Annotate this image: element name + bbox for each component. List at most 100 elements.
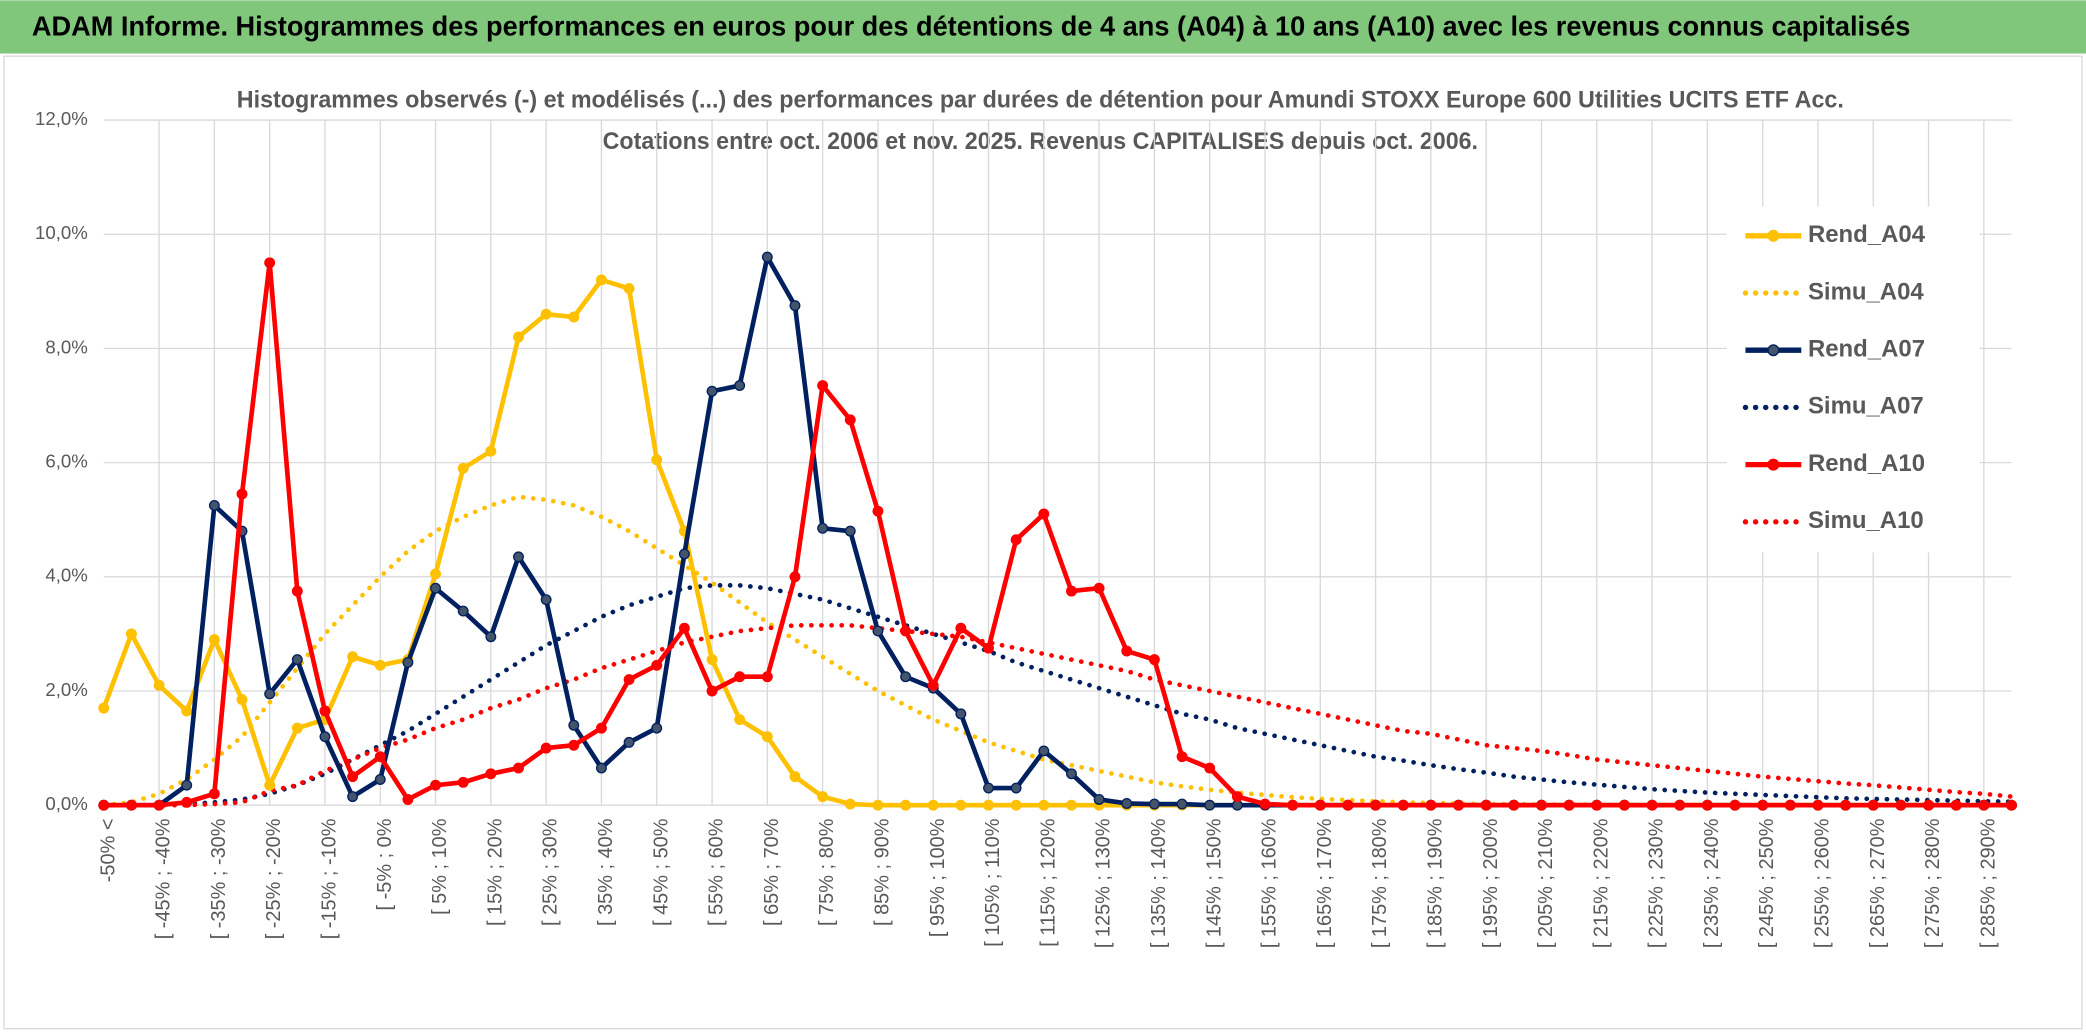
x-tick-label: [ 175% ; 180% [1369,818,1391,948]
header-title: ADAM Informe. Histogrammes des performan… [32,11,1910,42]
x-tick-label: [ -35% ; -30% [208,818,230,939]
data-point [457,605,469,617]
x-tick-label: [ 65% ; 70% [761,818,783,926]
y-tick-label: 4,0% [45,565,87,586]
x-tick-label: [ -25% ; -20% [263,818,285,939]
data-point [430,582,442,594]
data-point [181,705,193,717]
x-tick-label: [ 225% ; 230% [1646,818,1668,948]
series-line [101,583,2014,808]
data-point [1646,799,1658,811]
y-tick-label: 10,0% [35,222,88,243]
data-point [789,571,801,583]
data-point [1729,799,1741,811]
data-point [1536,799,1547,811]
data-point [236,694,248,706]
data-point [595,722,607,734]
y-tick-label: 0,0% [45,793,87,814]
x-tick-label: [ 5% ; 10% [429,818,451,915]
data-point [1176,798,1188,810]
data-point [153,679,165,691]
x-tick-label: [ 125% ; 130% [1093,818,1115,948]
data-point [844,525,856,537]
data-point [402,656,414,668]
y-tick-label: 12,0% [35,108,88,129]
data-point [153,799,165,811]
x-tick-label: [ 85% ; 90% [872,818,894,926]
data-point [208,788,220,800]
legend-label: Rend_A04 [1808,221,1926,248]
data-point [430,568,442,580]
data-point [1563,799,1575,811]
data-point [374,751,386,763]
data-point [706,685,718,697]
data-point [1121,645,1133,657]
data-point [568,739,580,751]
data-point [1259,798,1271,810]
x-tick-label: [ 285% ; 290% [1977,818,1999,948]
data-point [1618,799,1630,811]
data-point [872,799,884,811]
x-tick-label: [ 105% ; 110% [982,818,1004,946]
x-tick-label: [ 135% ; 140% [1148,818,1170,948]
data-point [2006,799,2017,811]
data-point [125,628,137,640]
y-tick-label: 8,0% [45,336,87,357]
data-point [1978,799,1990,811]
data-point [1923,799,1935,811]
data-point [1010,799,1022,811]
y-tick-label: 2,0% [45,679,87,700]
data-point [623,674,635,686]
data-point [1370,799,1382,811]
grid: 0,0% 2,0% 4,0% 6,0% 8,0% 10,0% 12,0% -50% < [ -4… [35,108,2012,948]
data-point [1204,799,1216,811]
x-tick-label: [ 275% ; 280% [1922,818,1944,948]
data-point [927,679,939,691]
data-point [485,445,497,457]
data-point [817,791,829,803]
chart-border [3,55,2083,1030]
data-point [900,625,912,637]
data-point [1093,582,1105,594]
legend-marker [1767,458,1780,471]
data-point [1287,799,1299,811]
data-point [264,688,276,700]
legend: Rend_A04 Simu_A04 Rend_A07 Simu_A07 Rend_A10… [1726,206,1980,553]
data-point [955,708,967,720]
data-point [706,385,718,397]
data-point [1066,799,1077,811]
data-point [264,257,276,269]
data-point [844,414,856,426]
x-tick-label: [ 145% ; 150% [1203,818,1225,948]
data-point [651,659,663,671]
data-point [1038,508,1050,520]
data-point [955,799,967,811]
data-point [678,622,690,634]
data-point [485,631,497,643]
x-tick-label: [ 215% ; 220% [1590,818,1612,948]
data-point [98,702,110,714]
data-point [983,799,994,811]
data-point [1950,799,1962,811]
data-point [817,380,829,391]
data-point [236,488,248,500]
data-point [98,799,110,811]
plot [98,251,2017,811]
data-point [1453,799,1464,811]
data-point [485,768,497,780]
data-point [1121,798,1133,809]
data-point [1812,799,1824,811]
data-point [983,782,994,794]
x-tick-label: [ 255% ; 260% [1812,818,1834,948]
data-point [1342,799,1354,811]
data-point [761,671,773,683]
data-point [513,551,524,563]
data-point [374,659,386,671]
data-point [595,274,607,286]
data-point [955,622,967,634]
legend-box [1726,206,1980,553]
data-point [291,722,303,734]
data-point [900,671,912,683]
data-point [540,308,552,320]
data-point [1066,768,1077,780]
